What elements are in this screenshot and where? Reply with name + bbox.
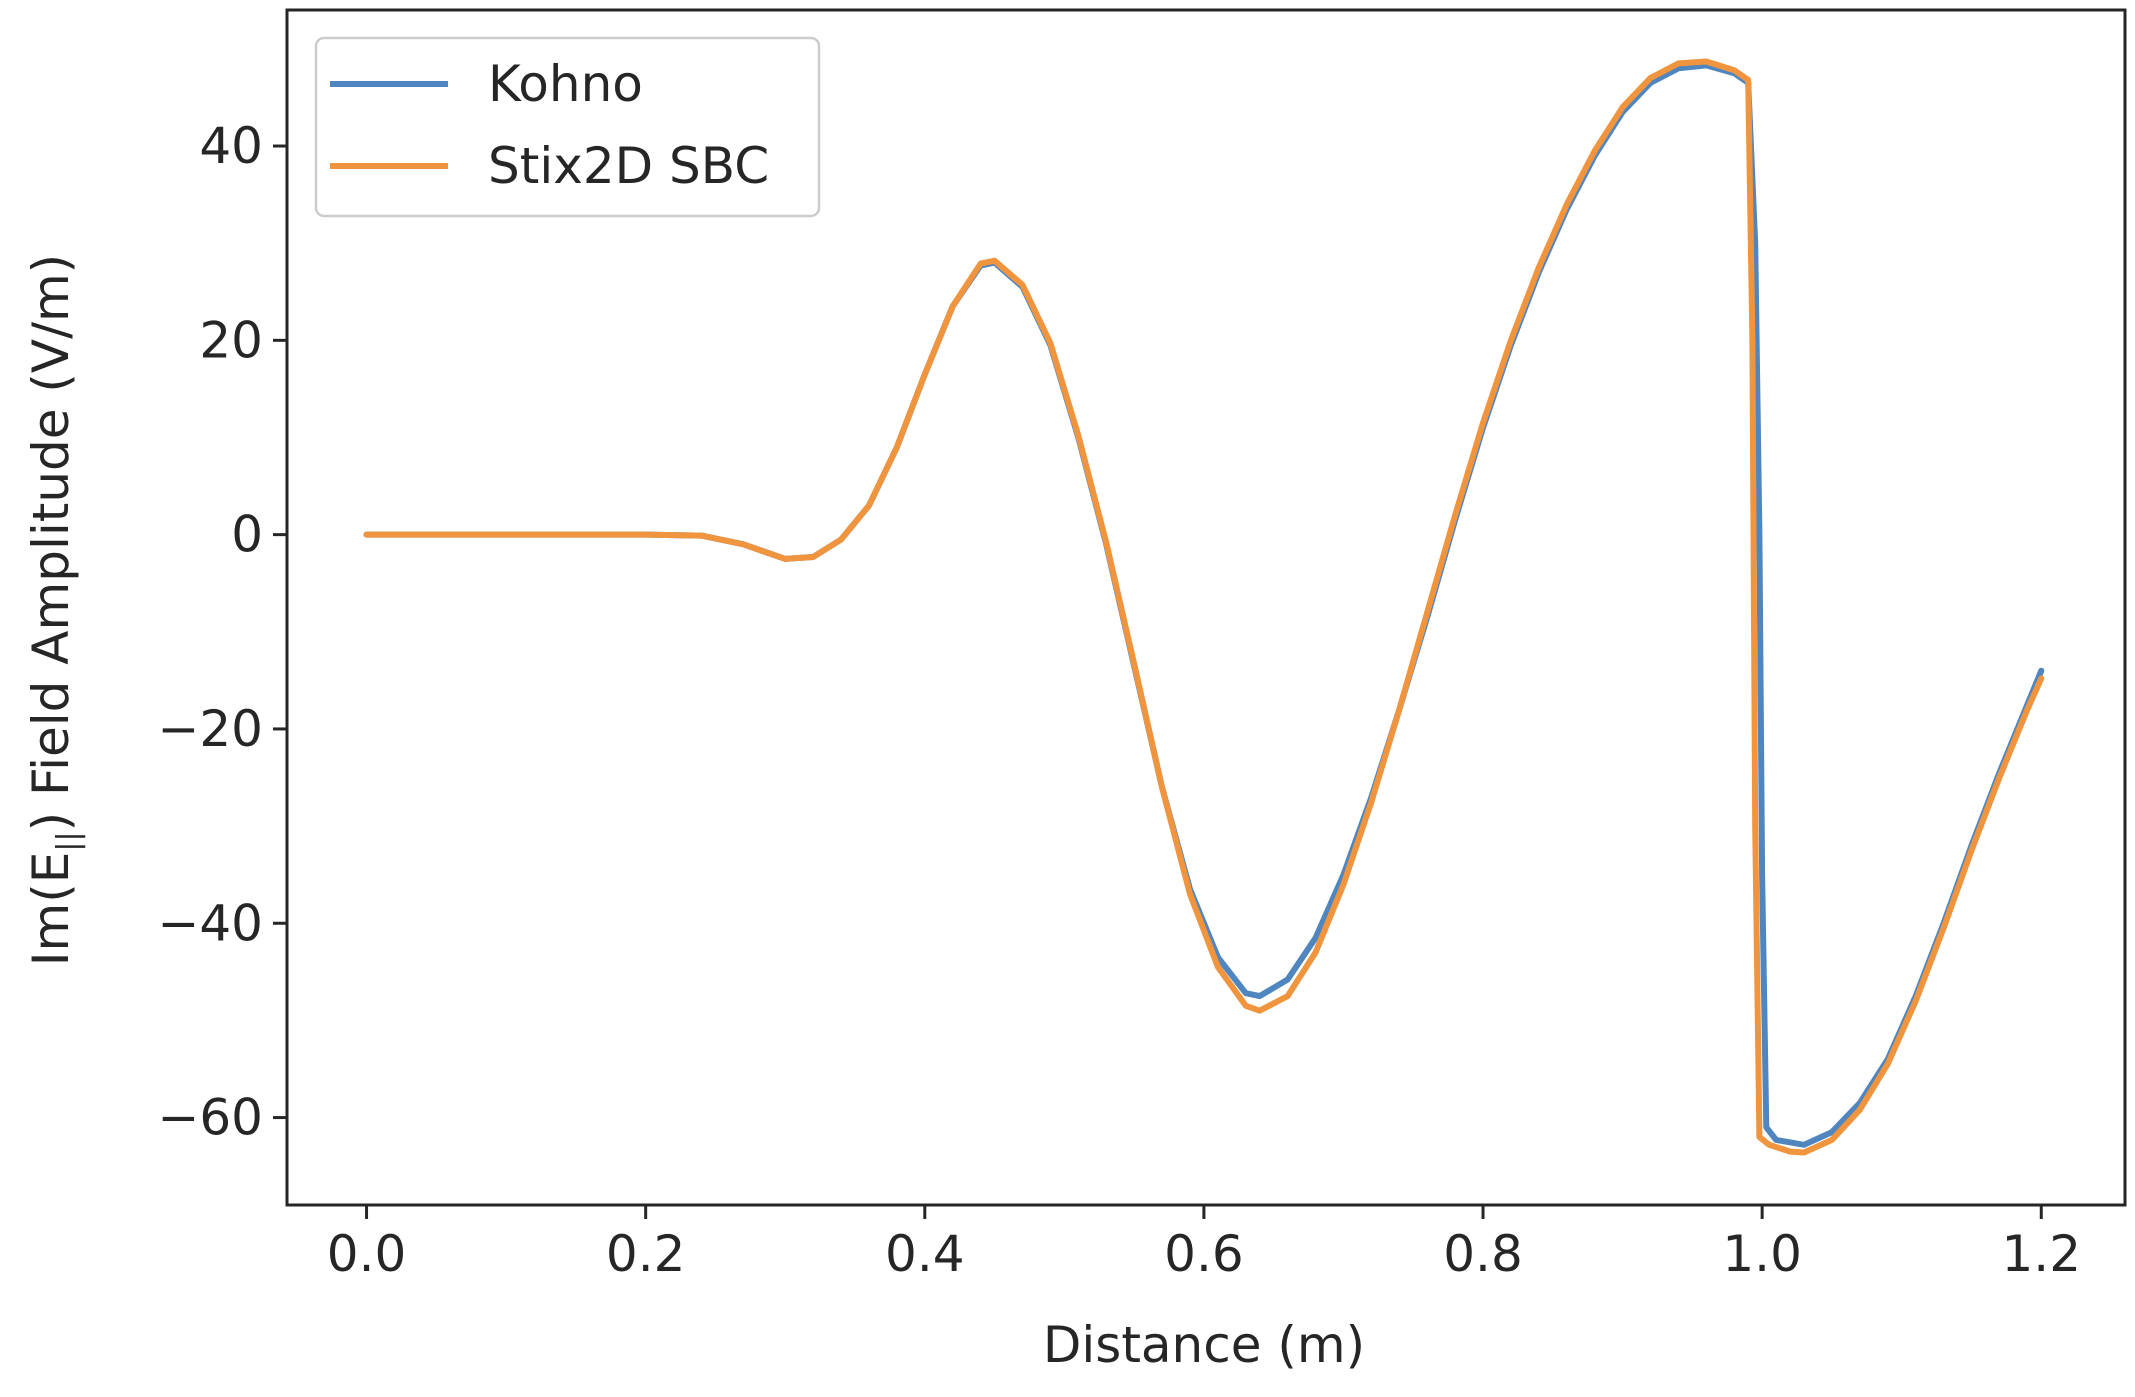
legend-label-kohno: Kohno xyxy=(488,55,643,113)
x-tick-label: 0.0 xyxy=(327,1225,407,1283)
y-tick-label: 40 xyxy=(199,117,263,175)
x-tick-label: 0.4 xyxy=(885,1225,965,1283)
y-tick-label: −40 xyxy=(157,894,263,952)
series-line-stix2d-sbc xyxy=(363,58,2045,1156)
y-axis-label-subscript: || xyxy=(51,831,86,851)
x-tick-label: 1.0 xyxy=(1722,1225,1802,1283)
legend: Kohno Stix2D SBC xyxy=(314,36,821,218)
y-axis-label-prefix: Im(E xyxy=(22,852,80,967)
x-axis-label: Distance (m) xyxy=(1043,1316,1365,1374)
x-tick-label: 0.2 xyxy=(606,1225,686,1283)
x-tick-label: 0.8 xyxy=(1443,1225,1523,1283)
y-axis: 40 20 0 −20 −40 −60 xyxy=(157,117,287,1147)
y-tick-label: 0 xyxy=(231,506,263,564)
y-axis-label: Im(E||) Field Amplitude (V/m) xyxy=(22,254,86,966)
legend-label-stix2d-sbc: Stix2D SBC xyxy=(488,137,769,195)
y-tick-label: −20 xyxy=(157,700,263,758)
y-tick-label: 20 xyxy=(199,311,263,369)
x-axis: 0.0 0.2 0.4 0.6 0.8 1.0 1.2 xyxy=(327,1205,2081,1283)
plot-area-frame xyxy=(285,8,2127,1207)
x-tick-label: 0.6 xyxy=(1164,1225,1244,1283)
y-tick-label: −60 xyxy=(157,1089,263,1147)
y-axis-label-suffix: ) Field Amplitude (V/m) xyxy=(22,254,80,832)
x-tick-label: 1.2 xyxy=(2001,1225,2081,1283)
series-layer xyxy=(363,58,2045,1156)
